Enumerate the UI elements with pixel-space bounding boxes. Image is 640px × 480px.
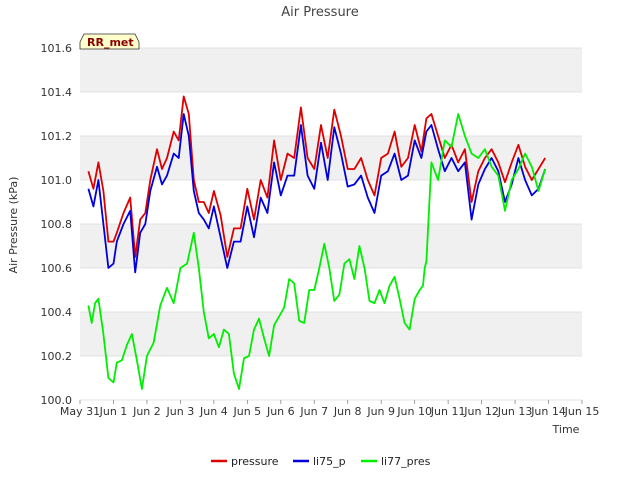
x-tick-label: Jun 8 xyxy=(333,405,362,418)
legend-label-li77-pres: li77_pres xyxy=(381,455,431,468)
y-tick-label: 101.4 xyxy=(41,86,73,99)
series-lines xyxy=(87,95,547,390)
y-tick-label: 100.4 xyxy=(41,306,73,319)
x-tick-label: May 31 xyxy=(60,405,100,418)
y-tick-label: 100.8 xyxy=(41,218,73,231)
x-tick-label: Jun 2 xyxy=(132,405,161,418)
x-tick-label: Jun 5 xyxy=(232,405,261,418)
x-tick-label: Jun 1 xyxy=(99,405,128,418)
x-tick-label: Jun 13 xyxy=(497,405,533,418)
x-tick-label: Jun 12 xyxy=(463,405,499,418)
legend-label-pressure: pressure xyxy=(231,455,279,468)
x-axis-ticks: May 31 Jun 1 Jun 2 Jun 3 Jun 4 Jun 5 Jun 6 Jun … xyxy=(60,400,599,418)
x-tick-label: Jun 7 xyxy=(299,405,328,418)
y-tick-label: 100.6 xyxy=(41,262,73,275)
y-tick-label: 101.2 xyxy=(41,130,73,143)
x-tick-label: Jun 11 xyxy=(430,405,466,418)
x-axis-title: Time xyxy=(552,423,580,436)
x-tick-label: Jun 4 xyxy=(199,405,228,418)
y-tick-label: 101.0 xyxy=(41,174,73,187)
x-tick-label: Jun 6 xyxy=(266,405,295,418)
x-tick-label: Jun 14 xyxy=(530,405,566,418)
y-axis-title: Air Pressure (kPa) xyxy=(7,177,20,274)
legend-label-li75-p: li75_p xyxy=(313,455,346,468)
x-tick-label: Jun 15 xyxy=(564,405,600,418)
legend: pressure li75_p li77_pres xyxy=(211,455,431,468)
series-line-pressure xyxy=(87,95,546,258)
series-line-li75-p xyxy=(87,113,547,274)
x-tick-label: Jun 10 xyxy=(396,405,432,418)
y-tick-label: 100.2 xyxy=(41,350,73,363)
site-label-text: RR_met xyxy=(87,36,134,49)
background-band xyxy=(80,312,582,356)
background-band xyxy=(80,224,582,268)
y-tick-label: 100.0 xyxy=(41,394,73,407)
y-axis-ticks: 100.0 100.2 100.4 100.6 100.8 101.0 101.2 101.4… xyxy=(41,42,73,407)
series-line-li77-pres xyxy=(87,113,547,390)
y-tick-label: 101.6 xyxy=(41,42,73,55)
background-band xyxy=(80,48,582,92)
site-label-badge: RR_met xyxy=(79,33,140,50)
x-tick-label: Jun 3 xyxy=(166,405,195,418)
x-tick-label: Jun 9 xyxy=(366,405,395,418)
chart-title: Air Pressure xyxy=(281,5,359,20)
